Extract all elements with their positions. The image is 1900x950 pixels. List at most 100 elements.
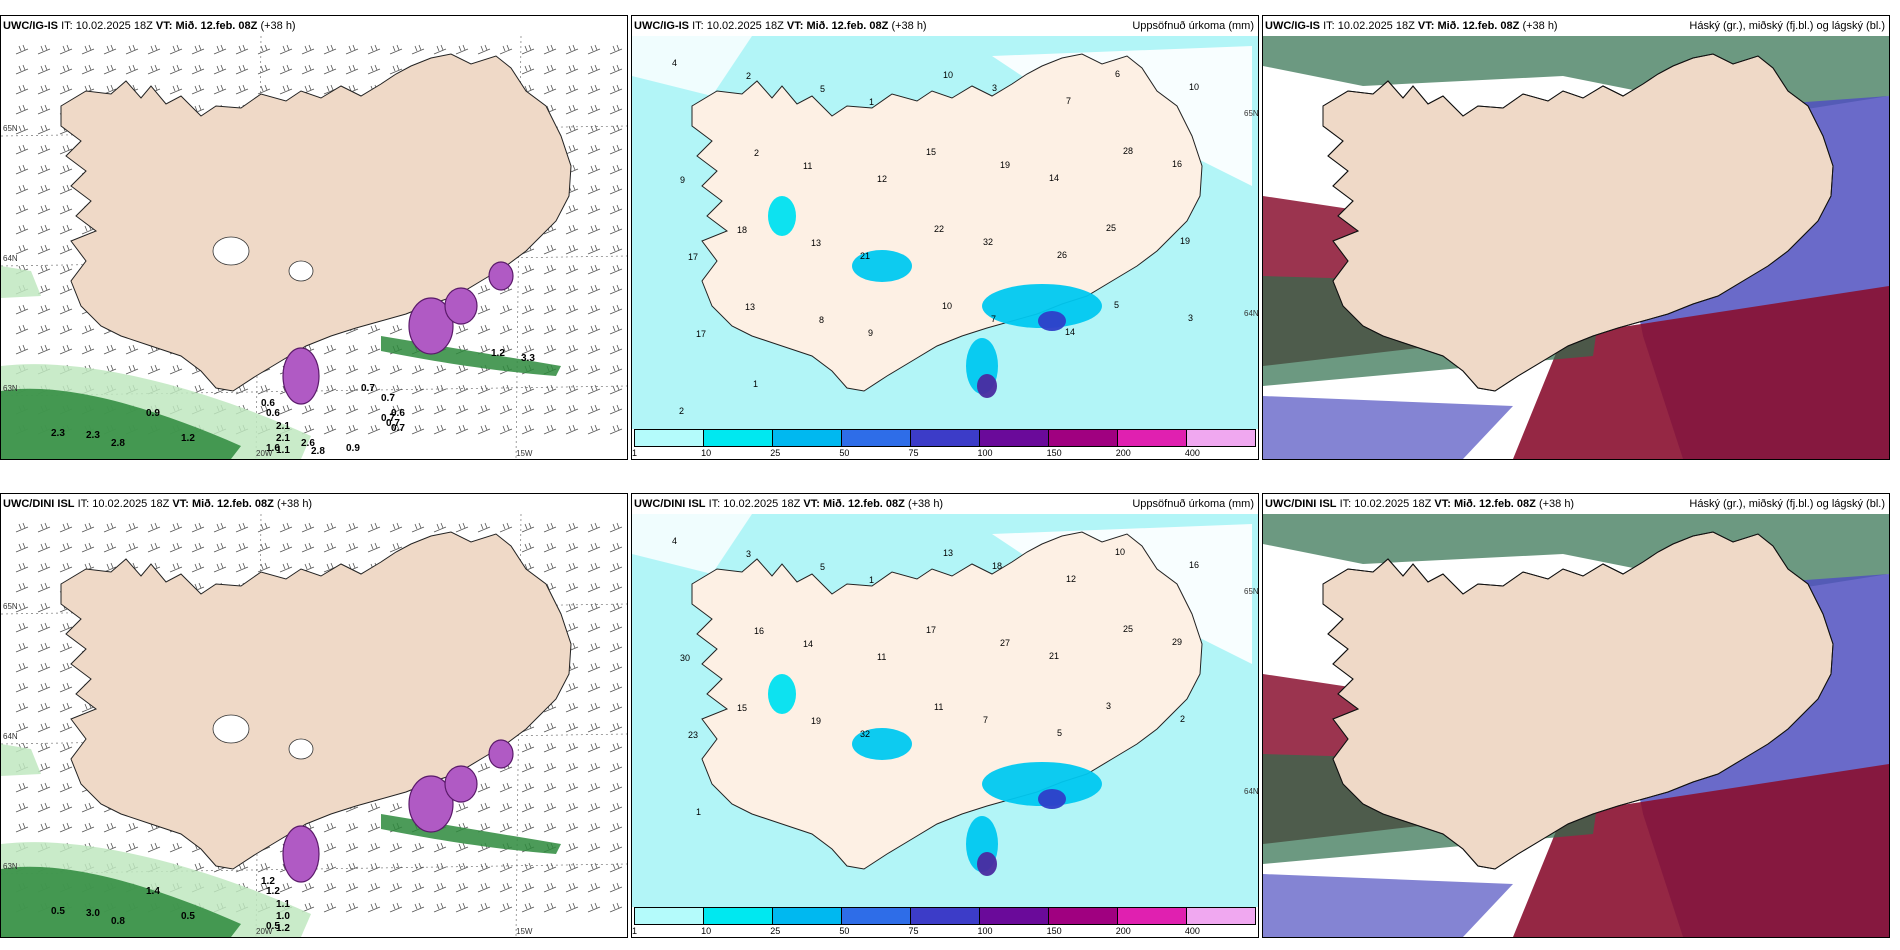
value-label: 17 bbox=[926, 625, 936, 635]
value-label: 0.7 bbox=[391, 423, 405, 434]
panel-precip-igis: UWC/IG-IS IT: 10.02.2025 18Z VT: Mið. 12… bbox=[631, 15, 1259, 460]
value-label: 3 bbox=[1188, 313, 1193, 323]
panel-title: UWC/IG-IS IT: 10.02.2025 18Z VT: Mið. 12… bbox=[632, 16, 1258, 36]
colorbar-tick: 400 bbox=[1184, 448, 1200, 458]
colorbar-tick: 100 bbox=[977, 926, 993, 936]
axis-label: 64N bbox=[3, 254, 18, 263]
axis-label: 65N bbox=[3, 124, 18, 133]
value-label: 1 bbox=[869, 97, 874, 107]
axis-label: 64N bbox=[1244, 309, 1258, 318]
value-label: 8 bbox=[819, 315, 824, 325]
value-label: 3.0 bbox=[86, 908, 100, 919]
value-label: 1 bbox=[869, 575, 874, 585]
colorbar-tick: 50 bbox=[839, 448, 850, 458]
value-labels: 4251103761092111215191428161718132122322… bbox=[672, 58, 1199, 416]
value-label: 0.6 bbox=[391, 408, 405, 419]
colorbar-swatch bbox=[980, 908, 1049, 924]
colorbar-swatch bbox=[635, 908, 704, 924]
colorbar-swatches bbox=[634, 907, 1256, 925]
colorbar-tick: 100 bbox=[977, 448, 993, 458]
panel-wind-igis: UWC/IG-IS IT: 10.02.2025 18Z VT: Mið. 12… bbox=[0, 15, 628, 460]
value-label: 3 bbox=[1106, 701, 1111, 711]
colorbar-ticks: 1 10 25 50 75 100 150 200 400 bbox=[632, 448, 1256, 458]
precip-map: 65N 64N 4 3 5 1 13 18 12 10 16 30 16 14 11 17 27 21 25 29 23… bbox=[632, 514, 1258, 937]
value-label: 32 bbox=[983, 237, 993, 247]
value-label: 2 bbox=[1180, 714, 1185, 724]
value-label: 2 bbox=[746, 71, 751, 81]
colorbar-tick: 10 bbox=[701, 926, 712, 936]
colorbar-swatch bbox=[704, 908, 773, 924]
value-label: 17 bbox=[696, 329, 706, 339]
value-label: 9 bbox=[680, 175, 685, 185]
colorbar-swatch bbox=[842, 430, 911, 446]
colorbar-tick: 200 bbox=[1115, 448, 1131, 458]
value-label: 0.7 bbox=[361, 383, 375, 394]
value-label: 19 bbox=[1000, 160, 1010, 170]
cloud-map bbox=[1263, 514, 1889, 937]
value-label: 0.5 bbox=[266, 921, 280, 932]
value-label: 27 bbox=[1000, 638, 1010, 648]
value-label: 25 bbox=[1123, 624, 1133, 634]
value-label: 1.2 bbox=[276, 923, 290, 934]
colorbar-tick: 25 bbox=[770, 926, 781, 936]
colorbar-swatch bbox=[980, 430, 1049, 446]
colorbar-swatches bbox=[634, 429, 1256, 447]
panel-precip-dini: UWC/DINI ISL IT: 10.02.2025 18Z VT: Mið.… bbox=[631, 493, 1259, 938]
panel-cloud-dini: UWC/DINI ISL IT: 10.02.2025 18Z VT: Mið.… bbox=[1262, 493, 1890, 938]
axis-label: 20W bbox=[256, 449, 273, 458]
value-label: 12 bbox=[877, 174, 887, 184]
axis-label: 15W bbox=[516, 927, 533, 936]
value-label: 18 bbox=[737, 225, 747, 235]
value-label: 3.3 bbox=[521, 353, 535, 364]
value-label: 2.8 bbox=[311, 446, 325, 457]
value-label: 0.7 bbox=[381, 393, 395, 404]
value-label: 10 bbox=[1115, 547, 1125, 557]
value-label: 0.9 bbox=[346, 443, 360, 454]
panel-title: UWC/DINI ISL IT: 10.02.2025 18Z VT: Mið.… bbox=[632, 494, 1258, 514]
value-label: 14 bbox=[1065, 327, 1075, 337]
colorbar-tick: 75 bbox=[908, 448, 919, 458]
colorbar-swatch bbox=[1187, 430, 1255, 446]
value-label: 5 bbox=[1057, 728, 1062, 738]
value-label: 0.6 bbox=[261, 398, 275, 409]
value-label: 0.6 bbox=[266, 408, 280, 419]
value-label: 3 bbox=[992, 83, 997, 93]
value-label: 1.4 bbox=[146, 886, 160, 897]
axis-label: 63N bbox=[3, 384, 18, 393]
value-label: 7 bbox=[983, 715, 988, 725]
value-label: 12 bbox=[1066, 574, 1076, 584]
value-labels: 4351131812101630161411172721252923151932… bbox=[672, 536, 1199, 817]
axis-label: 65N bbox=[1244, 109, 1258, 118]
colorbar-swatch bbox=[911, 430, 980, 446]
value-label: 13 bbox=[811, 238, 821, 248]
value-label: 6 bbox=[1115, 69, 1120, 79]
iceland-land bbox=[691, 531, 1203, 870]
value-label: 0.5 bbox=[181, 911, 195, 922]
value-label: 14 bbox=[803, 639, 813, 649]
axis-label: 64N bbox=[3, 732, 18, 741]
value-label: 10 bbox=[942, 301, 952, 311]
value-label: 5 bbox=[820, 562, 825, 572]
colorbar-tick: 75 bbox=[908, 926, 919, 936]
colorbar-swatch bbox=[1049, 908, 1118, 924]
value-label: 11 bbox=[934, 702, 943, 712]
value-labels: 0.5 3.00.8 0.51.41.21.21.11.00.51.2 bbox=[51, 876, 290, 934]
panel-title: UWC/IG-IS IT: 10.02.2025 18Z VT: Mið. 12… bbox=[1, 16, 627, 36]
value-labels: 2.3 2.32.8 1.20.90.60.62.12.11.61.12.62.8 0… bbox=[51, 348, 535, 457]
value-label: 10 bbox=[1189, 82, 1199, 92]
value-label: 2.3 bbox=[86, 430, 100, 441]
axis-label: 65N bbox=[3, 602, 18, 611]
value-label: 10 bbox=[943, 70, 953, 80]
precip-swaths bbox=[1, 266, 561, 459]
axis-label: 65N bbox=[1244, 587, 1258, 596]
value-label: 1.1 bbox=[276, 445, 290, 456]
colorbar-swatch bbox=[773, 430, 842, 446]
colorbar-tick: 1 bbox=[632, 448, 638, 458]
value-label: 32 bbox=[860, 729, 870, 739]
value-label: 1.2 bbox=[261, 876, 275, 887]
value-label: 2 bbox=[679, 406, 684, 416]
value-label: 18 bbox=[992, 561, 1002, 571]
colorbar-swatch bbox=[1118, 430, 1187, 446]
value-label: 0.7 bbox=[386, 418, 400, 429]
colorbar-tick: 25 bbox=[770, 448, 781, 458]
